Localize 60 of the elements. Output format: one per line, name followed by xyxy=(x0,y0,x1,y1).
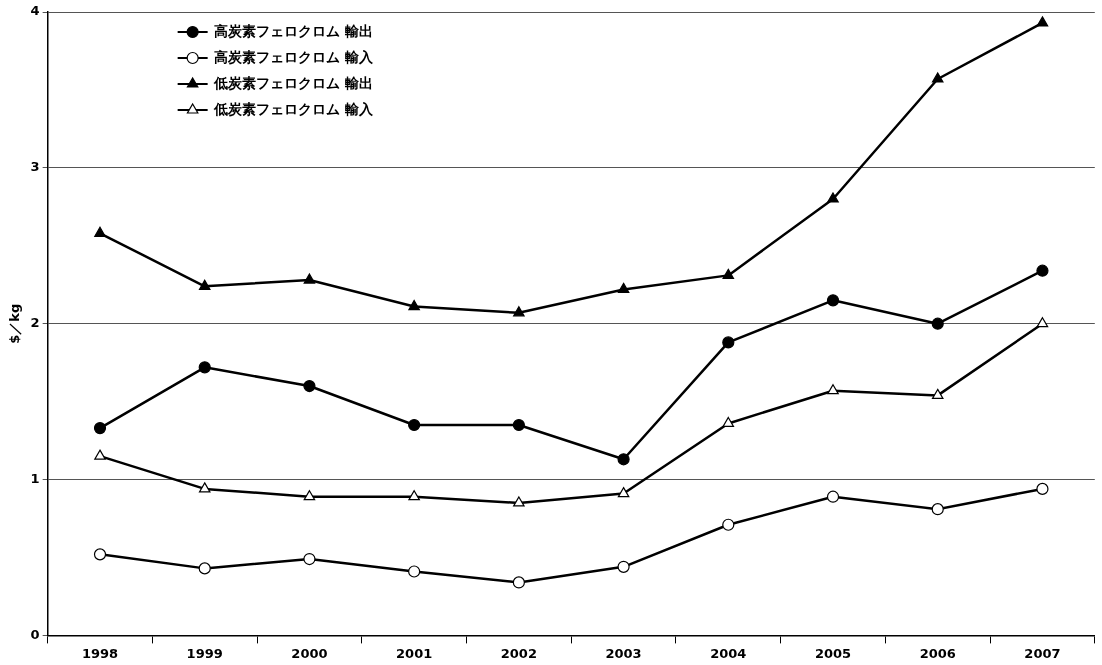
point xyxy=(722,268,735,279)
point xyxy=(303,379,316,393)
x-tick-label: 2007 xyxy=(1024,645,1061,661)
y-tick-label: 3 xyxy=(30,159,40,175)
point xyxy=(931,72,944,83)
point xyxy=(408,299,420,311)
y-tick-label: 4 xyxy=(30,3,40,19)
point xyxy=(617,560,630,573)
point xyxy=(93,548,107,561)
point xyxy=(722,336,735,349)
point xyxy=(303,273,316,284)
point xyxy=(408,490,420,501)
point xyxy=(617,282,630,294)
y-tick-label: 1 xyxy=(30,470,40,486)
point xyxy=(722,518,735,531)
point xyxy=(826,490,840,503)
point xyxy=(198,562,211,575)
point xyxy=(931,503,944,516)
legend-label: 低炭素フェロクロム 輸出 xyxy=(212,74,373,91)
point xyxy=(512,418,525,432)
x-tick-label: 2000 xyxy=(291,645,328,661)
x-tick-label: 2001 xyxy=(396,645,433,661)
point xyxy=(722,416,735,428)
x-tick-label: 2002 xyxy=(500,645,537,661)
point xyxy=(303,490,316,501)
point xyxy=(408,565,421,578)
point xyxy=(827,384,839,395)
x-tick-label: 1998 xyxy=(81,645,119,661)
point xyxy=(826,294,840,307)
point xyxy=(198,279,211,290)
x-tick-label: 2006 xyxy=(919,645,956,661)
point xyxy=(303,552,316,566)
point xyxy=(93,422,107,435)
point xyxy=(513,496,525,507)
point xyxy=(198,482,211,493)
point xyxy=(1036,482,1049,495)
point xyxy=(1036,264,1049,277)
point xyxy=(198,361,211,374)
point xyxy=(931,317,944,330)
legend-label: 高炭素フェロクロム 輸入 xyxy=(213,48,374,65)
point xyxy=(617,486,630,498)
point xyxy=(931,388,944,399)
x-tick-label: 1999 xyxy=(186,645,223,661)
point xyxy=(512,576,525,589)
y-tick-label: 2 xyxy=(30,315,40,331)
x-tick-label: 2004 xyxy=(710,645,747,661)
point xyxy=(94,449,106,460)
legend-label: 高炭素フェロクロム 輸出 xyxy=(213,22,373,39)
point xyxy=(1036,16,1049,27)
point xyxy=(1036,317,1049,328)
y-axis-title: $／kg xyxy=(7,303,23,344)
point xyxy=(408,418,421,432)
point xyxy=(94,226,106,237)
point xyxy=(513,306,525,317)
y-tick-label: 0 xyxy=(30,626,40,642)
x-tick-label: 2003 xyxy=(605,645,642,661)
legend-label: 低炭素フェロクロム 輸入 xyxy=(212,100,374,117)
point xyxy=(617,453,630,466)
x-tick-label: 2005 xyxy=(814,645,852,661)
point xyxy=(827,192,839,203)
